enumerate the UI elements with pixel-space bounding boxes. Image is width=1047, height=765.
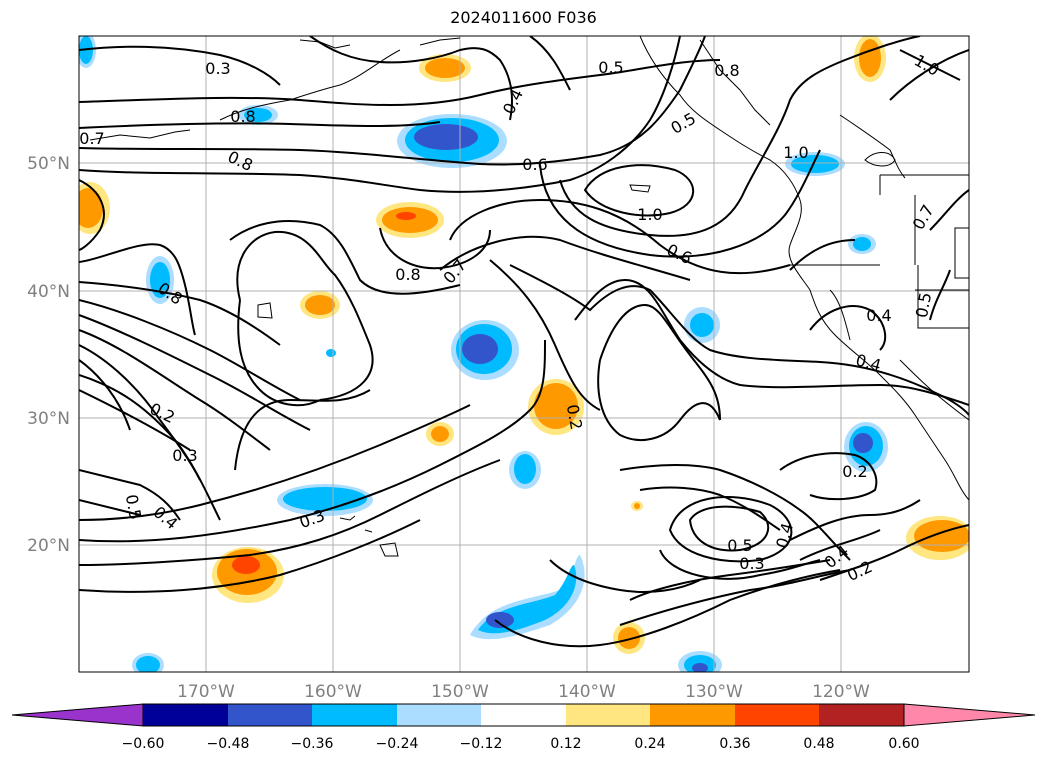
graticule <box>79 36 969 672</box>
coastlines <box>89 36 969 557</box>
colorbar-tick-label: 0.12 <box>550 736 581 752</box>
colorbar-tick-label: 0.36 <box>719 736 750 752</box>
contour-label: 0.8 <box>714 61 739 80</box>
contour-label: 0.4 <box>866 306 891 325</box>
colorbar: −0.60 −0.48 −0.36 −0.24 −0.12 0.12 0.24 … <box>11 703 1036 752</box>
colorbar-tick-label: 0.24 <box>634 736 665 752</box>
contour-label: 0.7 <box>79 129 104 148</box>
contour-lines <box>79 36 969 648</box>
lat-axis: 50°N 40°N 30°N 20°N <box>27 154 70 556</box>
neg-blob-south <box>470 555 585 640</box>
lon-label: 150°W <box>431 682 489 702</box>
shaded-anomalies <box>79 36 969 672</box>
colorbar-extend-min <box>11 703 144 727</box>
contour-label: 0.3 <box>172 446 197 465</box>
contour-label: 0.2 <box>563 403 586 431</box>
colorbar-tick-label: 0.60 <box>888 736 919 752</box>
contour-label: 0.8 <box>395 265 420 284</box>
lat-label: 20°N <box>27 536 70 556</box>
contour-label: 1.0 <box>637 205 662 224</box>
map-frame <box>78 35 970 673</box>
contour-label: 0.3 <box>739 554 764 573</box>
contour-label: 0.5 <box>122 493 145 521</box>
colorbar-swatch <box>566 704 650 726</box>
lon-label: 170°W <box>177 682 235 702</box>
colorbar-swatch <box>312 704 397 726</box>
contour-label: 0.6 <box>522 155 547 174</box>
colorbar-tick-label: −0.48 <box>207 736 250 752</box>
colorbar-ticks: −0.60 −0.48 −0.36 −0.24 −0.12 0.12 0.24 … <box>122 736 920 752</box>
neg-blob-central <box>451 320 519 380</box>
colorbar-swatch <box>819 704 904 726</box>
contour-label: 1.0 <box>783 143 808 162</box>
lon-label: 160°W <box>304 682 362 702</box>
colorbar-extend-max <box>903 703 1036 727</box>
contour-label: 0.5 <box>912 291 935 319</box>
colorbar-swatch <box>481 704 566 726</box>
colorbar-swatch <box>397 704 481 726</box>
colorbar-swatch <box>650 704 735 726</box>
colorbar-swatch <box>735 704 819 726</box>
colorbar-tick-label: 0.48 <box>803 736 834 752</box>
neg-blob-gulf <box>397 114 507 168</box>
colorbar-swatch <box>143 704 228 726</box>
lat-label: 40°N <box>27 282 70 302</box>
lon-axis: 170°W 160°W 150°W 140°W 130°W 120°W <box>177 682 870 702</box>
lon-label: 130°W <box>685 682 743 702</box>
colorbar-tick-label: −0.24 <box>376 736 419 752</box>
neg-blob-hawaii <box>277 484 373 516</box>
lat-label: 50°N <box>27 154 70 174</box>
colorbar-tick-label: −0.36 <box>291 736 334 752</box>
contour-label: 0.2 <box>842 462 867 481</box>
pos-blob-south <box>212 547 284 603</box>
contour-label: 0.8 <box>230 107 255 126</box>
colorbar-tick-label: −0.12 <box>460 736 503 752</box>
lat-label: 30°N <box>27 409 70 429</box>
lon-label: 140°W <box>558 682 616 702</box>
contour-label: 0.5 <box>598 58 623 77</box>
contour-label: 0.3 <box>205 59 230 78</box>
colorbar-tick-label: −0.60 <box>122 736 165 752</box>
colorbar-swatch <box>228 704 312 726</box>
pos-blob-north <box>376 202 444 238</box>
contour-label: 0.5 <box>727 536 752 555</box>
lon-label: 120°W <box>812 682 870 702</box>
map-title: 2024011600 F036 <box>450 8 597 27</box>
